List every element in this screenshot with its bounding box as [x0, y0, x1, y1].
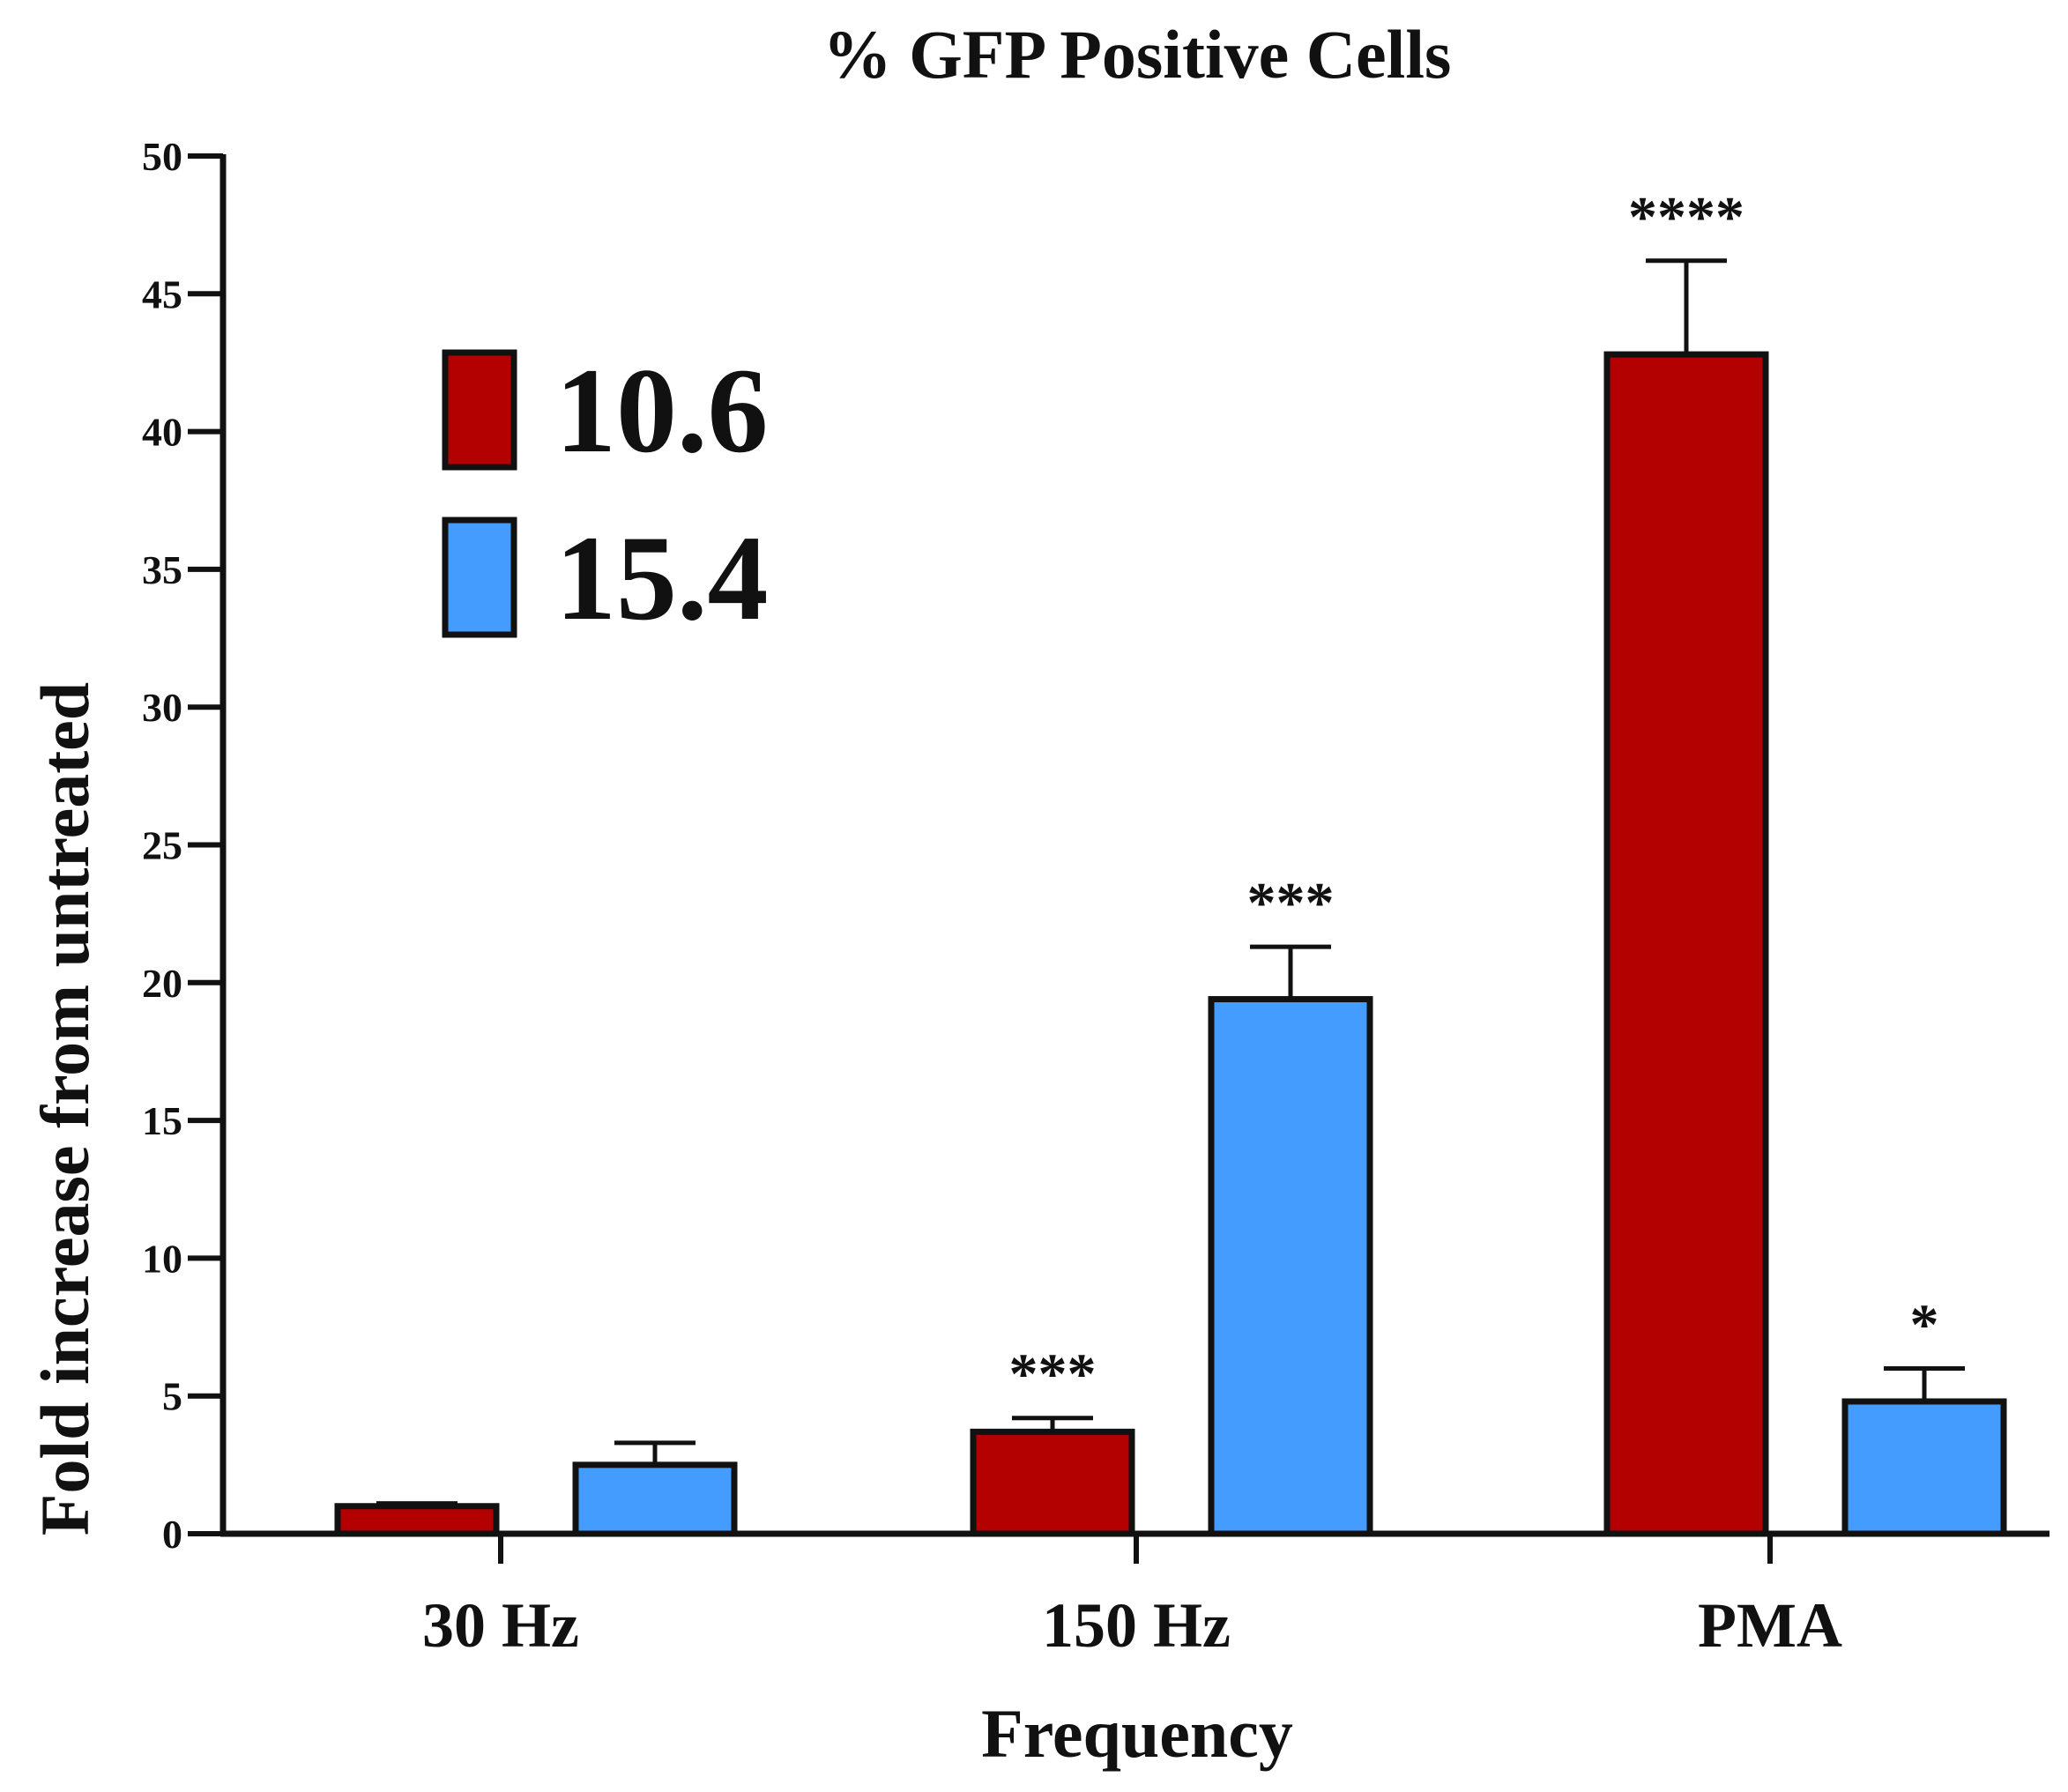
bar: [334, 1503, 500, 1537]
y-tick-label: 40: [142, 410, 182, 455]
significance-label: *: [1910, 1292, 1939, 1357]
x-axis-label: Frequency: [981, 1695, 1293, 1772]
bar: [1603, 351, 1769, 1537]
bar: [1208, 996, 1373, 1537]
y-axis-label: Fold increase from untreated: [26, 682, 103, 1535]
y-tick-label: 30: [142, 685, 182, 730]
y-tick-label: 45: [142, 271, 182, 316]
significance-label: ***: [1247, 871, 1335, 935]
legend-label: 10.6: [555, 343, 769, 478]
y-tick-label: 10: [142, 1236, 182, 1281]
y-tick-label: 20: [142, 961, 182, 1006]
y-tick-label: 35: [142, 547, 182, 592]
legend-swatch: [442, 517, 517, 638]
chart-title: % GFP Positive Cells: [823, 16, 1452, 93]
bar: [572, 1461, 738, 1537]
significance-label: ***: [1009, 1342, 1097, 1407]
x-tick-label: 30 Hz: [422, 1590, 579, 1661]
bar: [970, 1428, 1135, 1537]
y-tick-label: 25: [142, 823, 182, 868]
x-tick-label: 150 Hz: [1042, 1590, 1231, 1661]
bar: [1841, 1398, 2007, 1537]
legend-label: 15.4: [555, 510, 769, 645]
y-tick-label: 5: [162, 1374, 182, 1419]
x-tick-label: PMA: [1698, 1590, 1842, 1661]
y-tick-label: 50: [142, 134, 182, 179]
significance-label: ****: [1628, 185, 1744, 249]
legend-swatch: [442, 349, 517, 471]
y-tick-label: 0: [162, 1512, 182, 1557]
y-tick-label: 15: [142, 1098, 182, 1143]
